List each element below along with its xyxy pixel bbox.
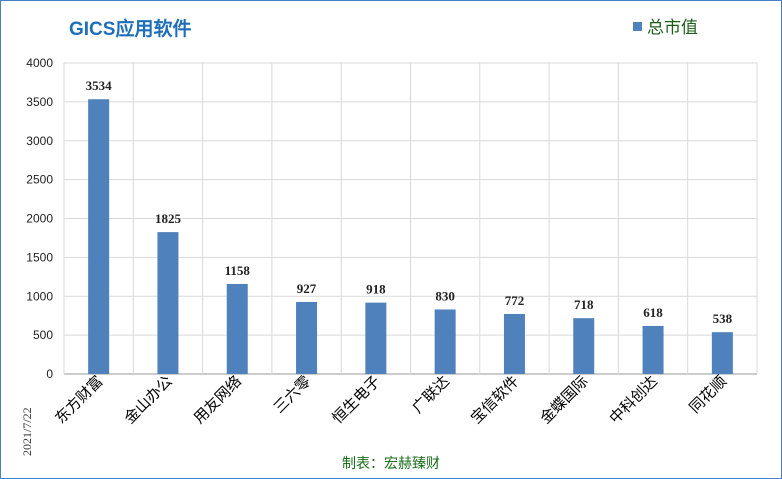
data-label: 3534 (86, 78, 113, 93)
data-label: 927 (297, 281, 317, 296)
category-label: 同花顺 (686, 373, 730, 417)
date-note: 2021/7/22 (20, 407, 34, 456)
bar (88, 99, 110, 374)
data-label: 538 (713, 311, 733, 326)
category-label: 金蝶国际 (537, 373, 591, 427)
data-label: 718 (574, 297, 594, 312)
data-label: 618 (643, 305, 663, 320)
y-tick-label: 4000 (26, 56, 53, 70)
data-label: 1158 (225, 263, 251, 278)
bar (365, 302, 387, 374)
data-label: 918 (366, 282, 386, 297)
y-tick-label: 1000 (26, 289, 53, 303)
data-label: 830 (435, 288, 455, 303)
y-tick-label: 3000 (26, 134, 53, 148)
y-tick-label: 500 (33, 328, 53, 342)
bar (642, 325, 664, 374)
legend-label: 总市值 (647, 18, 698, 37)
footer-note: 制表：宏赫臻财 (342, 455, 440, 471)
category-label: 东方财富 (51, 372, 106, 427)
bar (226, 283, 248, 374)
bar (573, 318, 595, 374)
y-tick-label: 1500 (26, 250, 53, 264)
category-label: 恒生电子 (329, 373, 383, 427)
category-label: 中科创达 (606, 373, 660, 427)
bar (434, 309, 456, 374)
data-label: 772 (505, 293, 525, 308)
category-label: 金山办公 (121, 373, 175, 427)
category-label: 广联达 (409, 373, 453, 417)
bar (296, 301, 318, 374)
chart-title: GICS应用软件 (69, 17, 191, 40)
y-tick-label: 2000 (26, 212, 53, 226)
bar (503, 313, 525, 374)
category-label: 宝信软件 (468, 373, 522, 427)
category-label: 三六零 (271, 373, 315, 417)
y-tick-label: 2500 (26, 173, 53, 187)
category-label: 用友网络 (191, 373, 245, 427)
bar (157, 232, 179, 374)
data-label: 1825 (155, 211, 182, 226)
y-tick-label: 3500 (26, 95, 53, 109)
y-tick-label: 0 (46, 367, 53, 381)
bar (711, 332, 733, 374)
legend-swatch (633, 22, 642, 31)
